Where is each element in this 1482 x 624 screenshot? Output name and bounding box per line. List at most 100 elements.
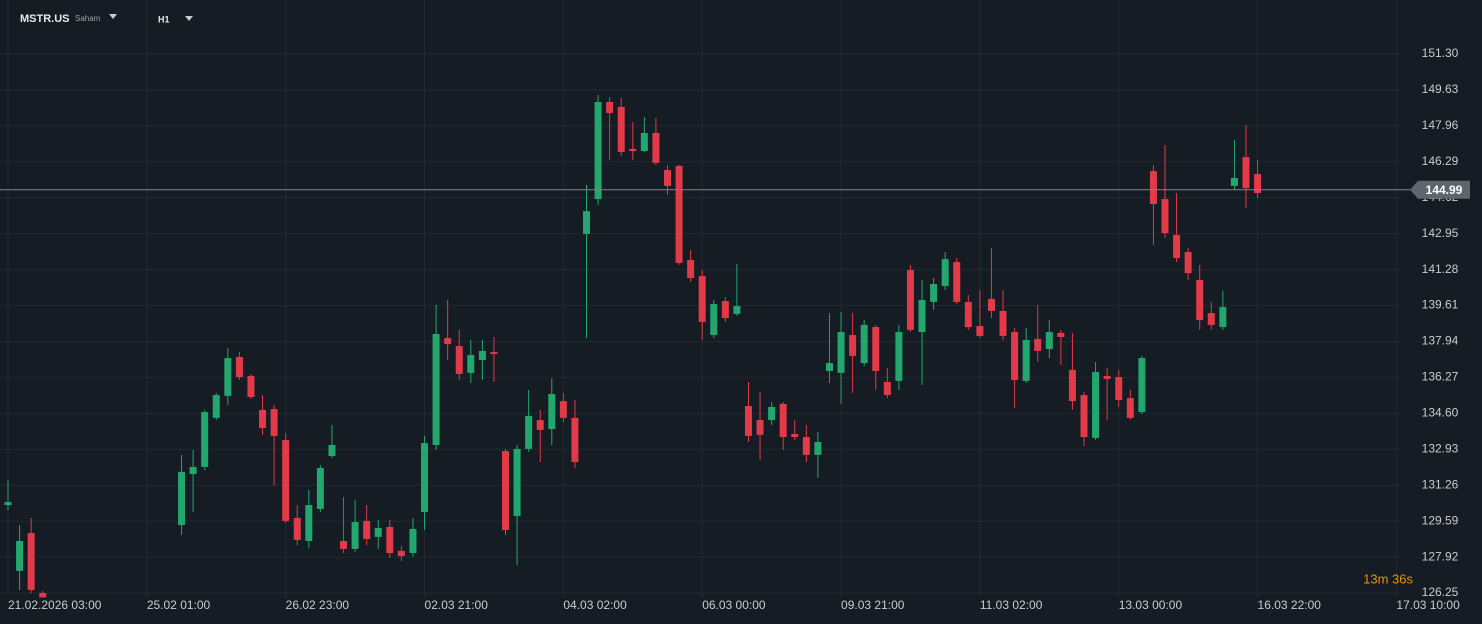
candle-body <box>374 528 382 537</box>
candle-body <box>860 324 868 364</box>
candle-body <box>964 301 972 328</box>
candle-body <box>536 420 544 430</box>
candle-body <box>617 106 625 152</box>
timeframe[interactable]: H1 <box>158 14 170 24</box>
candle-body <box>895 332 903 381</box>
candle-body <box>698 276 706 322</box>
candle-body <box>259 409 267 429</box>
candle-body <box>930 284 938 302</box>
candle-body <box>571 417 579 463</box>
candle-body <box>1057 332 1065 337</box>
x-tick-label: 06.03 00:00 <box>702 598 766 612</box>
candle-body <box>1207 313 1215 325</box>
candle-body <box>478 350 486 361</box>
candle-body <box>421 443 429 512</box>
candle-body <box>201 412 209 467</box>
candle-body <box>1196 279 1204 320</box>
candle-body <box>4 502 12 506</box>
candle-body <box>814 441 822 455</box>
candle-body <box>721 301 729 319</box>
x-tick-label: 09.03 21:00 <box>841 598 905 612</box>
candle-body <box>548 394 556 430</box>
y-tick-label: 137.94 <box>1422 334 1459 348</box>
y-tick-label: 136.27 <box>1422 370 1459 384</box>
candle-body <box>906 270 914 330</box>
candle-body <box>953 262 961 302</box>
y-tick-label: 142.95 <box>1422 226 1459 240</box>
candle-body <box>1011 332 1019 381</box>
y-tick-label: 129.59 <box>1422 513 1459 527</box>
candle-body <box>247 375 255 398</box>
candle-body <box>305 505 313 541</box>
candle-body <box>1149 171 1157 204</box>
candle-body <box>802 437 810 455</box>
candle-body <box>39 593 47 598</box>
symbol: MSTR.US <box>20 13 70 25</box>
symbol-dropdown[interactable] <box>109 14 117 19</box>
candle-body <box>1022 339 1030 381</box>
y-tick-label: 127.92 <box>1422 549 1459 563</box>
candle-body <box>386 526 394 554</box>
candle-body <box>513 448 521 517</box>
candle-body <box>502 451 510 531</box>
x-tick-label: 11.03 02:00 <box>980 598 1043 612</box>
candle-body <box>409 528 417 554</box>
candle-body <box>779 403 787 438</box>
candle-body <box>189 466 197 475</box>
y-tick-label: 139.61 <box>1422 298 1459 312</box>
y-tick-label: 141.28 <box>1422 262 1459 276</box>
last-price-badge <box>1410 180 1470 199</box>
candle-body <box>340 540 348 549</box>
candle-body <box>629 148 637 152</box>
candle-body <box>849 335 857 356</box>
candle-body <box>316 468 324 509</box>
candle-body <box>583 211 590 234</box>
candle-body <box>733 305 741 314</box>
candle-body <box>1115 377 1123 401</box>
candle-body <box>837 332 845 373</box>
y-tick-label: 151.30 <box>1422 46 1459 60</box>
candle-body <box>16 540 24 571</box>
candle-body <box>652 132 660 163</box>
candle-body <box>1219 307 1227 328</box>
candle-body <box>178 471 186 526</box>
y-tick-label: 134.60 <box>1422 406 1459 420</box>
candle-body <box>872 327 880 371</box>
candle-body <box>1045 332 1053 350</box>
candle-body <box>768 406 776 421</box>
x-tick-label: 16.03 22:00 <box>1258 598 1322 612</box>
y-tick-label: 132.93 <box>1422 441 1459 455</box>
x-tick-label: 17.03 10:00 <box>1396 598 1460 612</box>
candle-body <box>525 415 533 449</box>
candle-body <box>235 356 243 378</box>
asset-class: Saham <box>75 14 101 23</box>
timeframe-dropdown[interactable] <box>185 16 193 21</box>
candle-body <box>1254 174 1262 194</box>
candle-body <box>490 352 498 354</box>
candle-body <box>559 401 567 418</box>
candle-body <box>1034 338 1042 351</box>
x-tick-label: 26.02 23:00 <box>286 598 350 612</box>
x-tick-label: 02.03 21:00 <box>425 598 489 612</box>
last-price-label: 144.99 <box>1426 183 1463 197</box>
candle-body <box>27 533 35 591</box>
candle-body <box>744 406 752 436</box>
candle-body <box>1068 369 1076 402</box>
candle-body <box>606 101 614 113</box>
countdown: 13m 36s <box>1363 571 1413 586</box>
y-tick-label: 147.96 <box>1422 118 1459 132</box>
candle-body <box>1242 157 1250 189</box>
x-tick-label: 13.03 00:00 <box>1119 598 1183 612</box>
candle-body <box>710 304 718 336</box>
candle-body <box>282 440 290 521</box>
candle-body <box>397 550 405 557</box>
candle-body <box>976 326 984 336</box>
y-tick-label: 146.29 <box>1422 154 1459 168</box>
candle-body <box>640 132 648 152</box>
x-tick-label: 21.02.2026 03:00 <box>8 598 102 612</box>
y-tick-label: 126.25 <box>1422 585 1459 599</box>
candle-body <box>224 358 232 396</box>
candle-body <box>1103 375 1111 379</box>
candle-body <box>791 434 799 438</box>
